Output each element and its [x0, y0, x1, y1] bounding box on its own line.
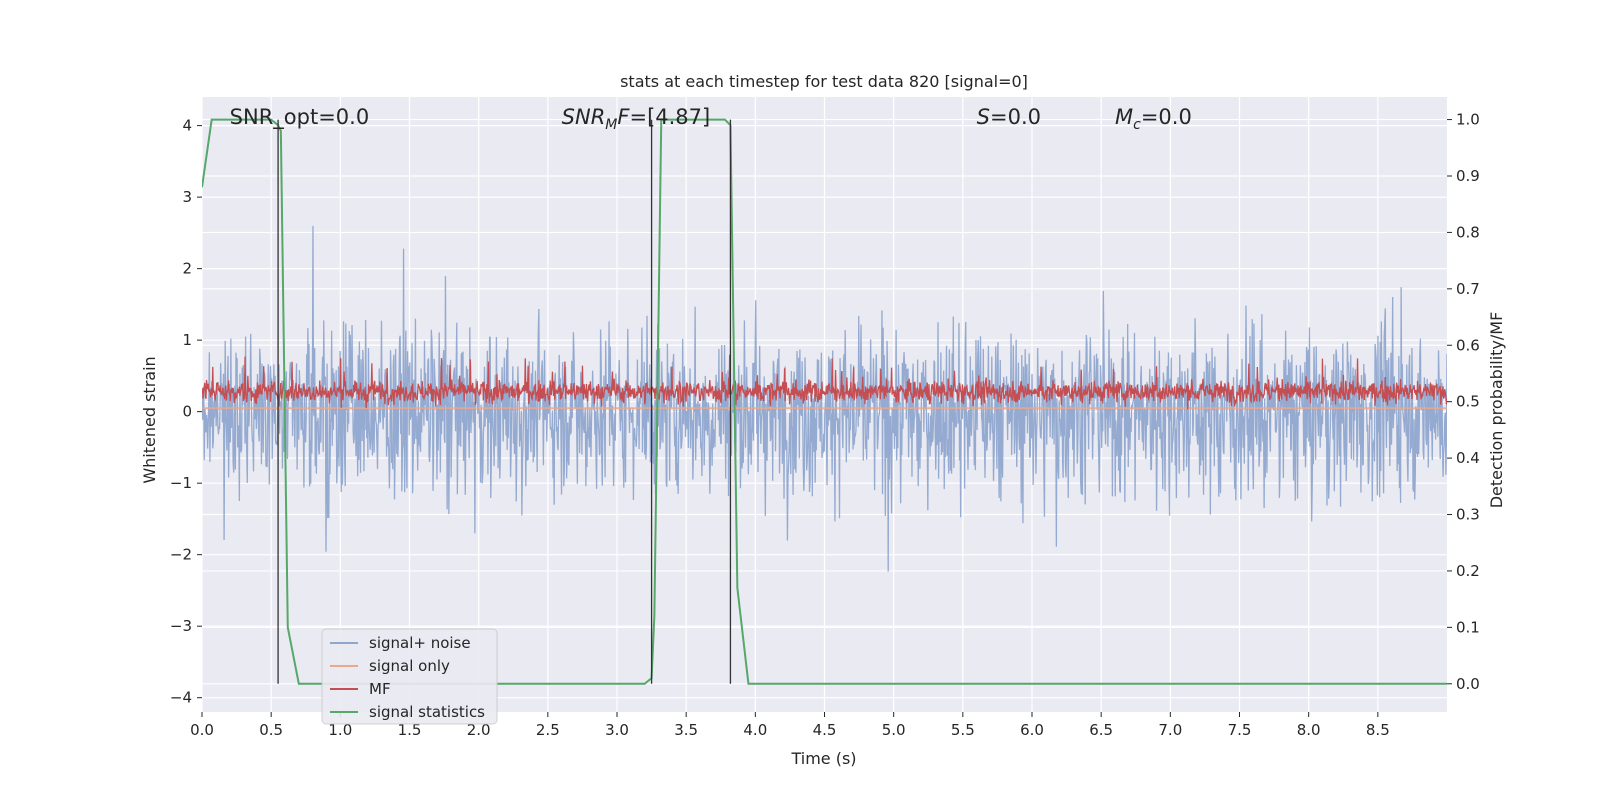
- y-right-tick-label: 0.1: [1456, 618, 1480, 636]
- chart-title: stats at each timestep for test data 820…: [620, 72, 1028, 91]
- y-ticks: 4 3 2 1 0 −1 −2 −3 −4: [170, 117, 202, 707]
- legend-box: [321, 628, 498, 725]
- annotation-label: Mc=0.0: [1115, 105, 1192, 133]
- x-tick-label: 3.0: [605, 721, 629, 739]
- y-tick-label: 2: [182, 260, 192, 278]
- y-axis-label: Whitened strain: [140, 356, 159, 483]
- x-tick-label: 5.5: [951, 721, 975, 739]
- legend-label: MF: [369, 680, 391, 698]
- series-signal-statistics: [202, 118, 1447, 685]
- x-tick-label: 2.0: [467, 721, 491, 739]
- x-tick-label: 1.0: [328, 721, 352, 739]
- x-tick-label: 7.0: [1158, 721, 1182, 739]
- vertical-markers: [277, 119, 732, 684]
- y-right-tick-label: 0.4: [1456, 449, 1480, 467]
- series-mf: [202, 354, 1447, 410]
- x-ticks: 0.0 0.5 1.0 1.5 2.0 2.5 3.0 3.5 4.0 4.5 5.0 5.5 6.0 6…: [190, 712, 1390, 739]
- x-tick-label: 6.5: [1089, 721, 1113, 739]
- x-tick-label: 7.5: [1228, 721, 1252, 739]
- legend-label: signal only: [369, 657, 450, 675]
- y-tick-label: −1: [170, 474, 192, 492]
- grid: [201, 97, 1447, 712]
- x-tick-label: 1.5: [398, 721, 422, 739]
- y-right-tick-label: 0.9: [1456, 167, 1480, 185]
- y-right-tick-label: 0.2: [1456, 562, 1480, 580]
- legend-label: signal+ noise: [369, 634, 471, 652]
- x-tick-label: 6.0: [1020, 721, 1044, 739]
- annotation-label: SNR_opt=0.0: [230, 105, 370, 130]
- legend-label: signal statistics: [369, 703, 485, 721]
- y-tick-label: 0: [182, 403, 192, 421]
- y-ticks-right: 1.0 0.9 0.8 0.7 0.6 0.5 0.4 0.3 0.2 0.1 0.0: [1447, 111, 1480, 693]
- x-tick-label: 8.0: [1297, 721, 1321, 739]
- x-tick-label: 5.0: [882, 721, 906, 739]
- annotation-label: S=0.0: [977, 105, 1041, 129]
- y-tick-label: −4: [170, 689, 192, 707]
- x-tick-label: 2.5: [536, 721, 560, 739]
- y-axis-label-right: Detection probability/MF: [1487, 312, 1506, 509]
- x-tick-label: 8.5: [1366, 721, 1390, 739]
- x-axis-label: Time (s): [790, 749, 856, 768]
- y-right-tick-label: 1.0: [1456, 111, 1480, 129]
- annotation-label: SNRMF=[4.87]: [562, 105, 711, 133]
- x-tick-label: 0.5: [259, 721, 283, 739]
- y-tick-label: −2: [170, 546, 192, 564]
- y-tick-label: −3: [170, 617, 192, 635]
- y-tick-label: 3: [182, 188, 192, 206]
- y-right-tick-label: 0.6: [1456, 336, 1480, 354]
- annotations: SNR_opt=0.0 SNRMF=[4.87] S=0.0 Mc=0.0: [230, 105, 1192, 133]
- y-tick-label: 1: [182, 331, 192, 349]
- y-right-tick-label: 0.0: [1456, 675, 1480, 693]
- x-tick-label: 3.5: [674, 721, 698, 739]
- series-layer: [202, 118, 1447, 685]
- series-signal-plus-noise: [202, 225, 1447, 572]
- y-tick-label: 4: [182, 117, 192, 135]
- y-right-tick-label: 0.3: [1456, 506, 1480, 524]
- y-right-tick-label: 0.7: [1456, 280, 1480, 298]
- y-right-tick-label: 0.5: [1456, 393, 1480, 411]
- legend: signal+ noise signal only MF signal statist…: [321, 628, 498, 725]
- x-tick-label: 4.5: [813, 721, 837, 739]
- x-tick-label: 4.0: [743, 721, 767, 739]
- y-right-tick-label: 0.8: [1456, 223, 1480, 241]
- x-tick-label: 0.0: [190, 721, 214, 739]
